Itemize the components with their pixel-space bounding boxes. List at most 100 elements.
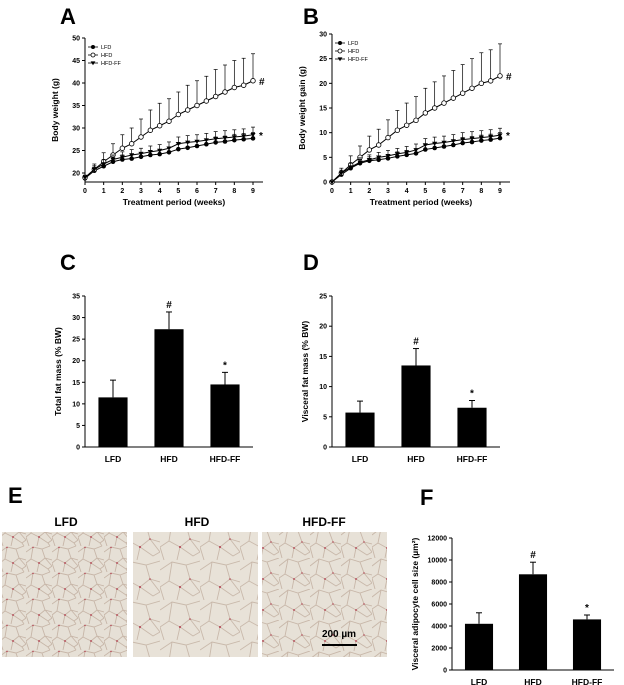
y-tick-label: 20: [319, 81, 327, 88]
panel-letter-c: C: [60, 250, 76, 275]
y-tick-label: 0: [323, 180, 327, 187]
significance-mark: *: [506, 131, 510, 142]
significance-mark-hfd: #: [413, 337, 419, 348]
y-tick-label: 2000: [431, 646, 447, 653]
category-label-lfd: LFD: [105, 454, 122, 464]
data-point-lfd: [385, 156, 391, 161]
data-point-lfd: [222, 139, 228, 144]
bar-hfd: [154, 329, 184, 447]
y-axis-label: Visceral fat mass (% BW): [300, 321, 310, 423]
x-tick-label: 1: [349, 188, 353, 195]
data-point-hfd: [250, 78, 256, 84]
legend-marker-hfd: [90, 52, 96, 58]
data-point-lfd: [250, 136, 256, 141]
y-tick-label: 15: [72, 380, 80, 387]
data-point-lfd: [404, 152, 409, 158]
x-tick-label: 3: [139, 188, 143, 195]
data-point-lfd: [479, 138, 484, 143]
data-point-hfd: [212, 93, 219, 100]
data-point-lfd: [460, 140, 465, 146]
category-label-hfd: HFD: [524, 677, 541, 685]
panel-d-bar-chart: 0 5 10 15 20 25 LFD # HFD * HFD-FF Visceral fat mas…: [300, 294, 500, 464]
series-line-hfd: [331, 75, 501, 183]
y-tick-label: 10000: [428, 558, 448, 565]
bar-hfd: [518, 574, 548, 670]
data-point-hfd: [422, 110, 429, 116]
significance-mark-hfd: #: [166, 300, 172, 311]
data-point-hfd: [231, 84, 238, 91]
legend-label-lfd: LFD: [101, 45, 111, 51]
panel-letter-e: E: [8, 483, 23, 508]
category-label-lfd: LFD: [471, 677, 488, 685]
x-axis-label: Treatment period (weeks): [123, 197, 226, 207]
data-point-hfd: [166, 118, 172, 124]
x-tick-label: 5: [423, 188, 427, 195]
y-tick-label: 15: [319, 354, 327, 361]
data-point-hfd-ff: [469, 136, 475, 141]
data-point-hfd: [375, 142, 382, 148]
category-label-lfd: LFD: [352, 454, 369, 464]
y-tick-label: 35: [72, 294, 80, 301]
bar-lfd: [345, 412, 375, 447]
category-label-hfd-ff: HFD-FF: [572, 677, 603, 685]
y-tick-label: 25: [319, 56, 327, 63]
data-point-hfd: [138, 134, 144, 140]
data-point-lfd: [497, 135, 503, 141]
data-point-hfd: [203, 98, 210, 104]
x-tick-label: 0: [83, 188, 87, 195]
y-tick-label: 50: [72, 36, 80, 43]
data-point-lfd: [451, 142, 456, 148]
y-tick-label: 5: [323, 155, 327, 162]
bar-lfd: [98, 397, 128, 447]
panel-letter-f: F: [420, 485, 433, 510]
bar-hfd: [401, 365, 431, 447]
y-tick-label: 10: [319, 384, 327, 391]
data-point-lfd: [148, 152, 153, 158]
data-point-hfd-ff: [175, 141, 181, 147]
micrograph-label-hfd: HFD: [185, 515, 210, 529]
data-point-lfd: [241, 136, 246, 142]
y-tick-label: 5: [323, 414, 327, 421]
significance-mark-hfd-ff: *: [470, 388, 474, 399]
x-tick-label: 4: [158, 188, 162, 195]
data-point-hfd: [459, 90, 466, 96]
data-point-hfd-ff: [147, 150, 153, 155]
category-label-hfd-ff: HFD-FF: [457, 454, 488, 464]
data-point-hfd: [156, 123, 163, 129]
panel-letter-d: D: [303, 250, 319, 275]
bar-lfd: [464, 623, 494, 670]
y-tick-label: 12000: [428, 536, 448, 543]
legend-label-hfd-ff: HFD-FF: [348, 57, 368, 63]
data-point-hfd: [194, 102, 200, 109]
data-point-lfd: [185, 145, 190, 151]
x-tick-label: 9: [498, 188, 502, 195]
y-tick-label: 35: [72, 103, 80, 110]
significance-mark: #: [259, 77, 265, 88]
data-point-hfd-ff: [422, 143, 428, 148]
data-point-lfd: [423, 147, 428, 152]
micrograph-lfd: [2, 532, 127, 657]
y-axis-label: Total fat mass (% BW): [53, 327, 63, 416]
data-point-hfd-ff: [203, 138, 209, 143]
data-point-hfd-ff: [338, 171, 344, 176]
bar-hfd-ff: [457, 407, 487, 447]
x-tick-label: 3: [386, 188, 390, 195]
data-point-hfd: [175, 111, 182, 118]
y-axis-label: Visceral adipocyte cell size (µm²): [410, 537, 420, 670]
panel-f-bar-chart: 0 2000 4000 6000 8000 10000 12000 LFD # HFD * HFD-F…: [410, 536, 614, 685]
x-tick-label: 0: [330, 188, 334, 195]
x-tick-label: 2: [367, 188, 371, 195]
data-point-lfd: [376, 157, 381, 163]
significance-mark: *: [259, 131, 263, 142]
data-point-hfd: [450, 95, 457, 101]
data-point-hfd-ff: [329, 180, 335, 185]
data-point-hfd-ff: [450, 139, 456, 144]
data-point-hfd-ff: [385, 154, 391, 159]
y-axis-label: Body weight (g): [50, 78, 60, 142]
data-point-hfd-ff: [213, 137, 219, 142]
legend-marker-lfd: [91, 45, 95, 49]
y-tick-label: 25: [319, 294, 327, 301]
data-point-lfd: [194, 143, 200, 149]
data-point-hfd-ff: [497, 133, 503, 138]
data-point-hfd-ff: [194, 139, 200, 144]
